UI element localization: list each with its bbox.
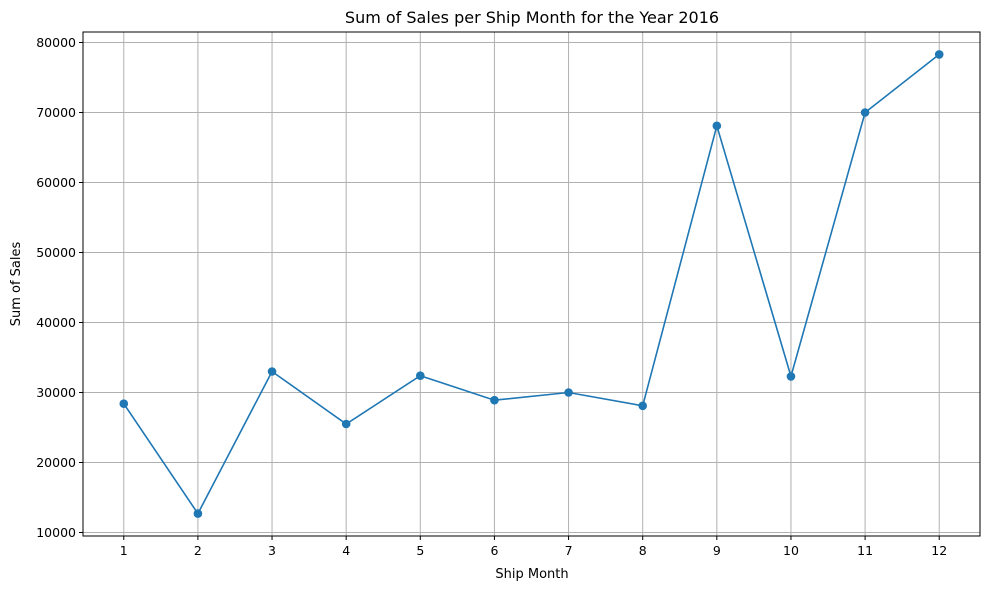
x-tick-label: 10 bbox=[783, 543, 799, 558]
data-point bbox=[564, 388, 573, 397]
x-tick-label: 5 bbox=[416, 543, 424, 558]
y-tick-label: 60000 bbox=[36, 175, 76, 190]
y-tick-label: 10000 bbox=[36, 525, 76, 540]
data-point bbox=[712, 121, 722, 131]
series-layer bbox=[119, 50, 944, 518]
data-point bbox=[193, 509, 203, 518]
data-point bbox=[119, 399, 129, 409]
data-point bbox=[490, 395, 499, 405]
y-axis-label: Sum of Sales bbox=[9, 242, 24, 327]
data-point bbox=[786, 372, 796, 381]
chart-title: Sum of Sales per Ship Month for the Year… bbox=[345, 8, 719, 27]
y-tick-label: 70000 bbox=[36, 105, 76, 120]
data-point bbox=[267, 367, 277, 376]
x-tick-label: 7 bbox=[565, 543, 573, 558]
x-tick-label: 9 bbox=[713, 543, 721, 558]
data-point bbox=[934, 50, 944, 59]
y-tick-label: 80000 bbox=[36, 35, 76, 50]
y-tick-label: 30000 bbox=[36, 385, 76, 400]
x-axis: 1 2 3 4 5 6 7 8 9 10 11 12 bbox=[120, 536, 947, 558]
x-tick-label: 11 bbox=[857, 543, 873, 558]
y-axis: 10000 20000 30000 40000 50000 60000 70000 80000 bbox=[36, 35, 83, 540]
grid bbox=[83, 32, 980, 536]
data-point bbox=[860, 108, 870, 117]
data-point bbox=[638, 401, 647, 411]
y-tick-label: 20000 bbox=[36, 455, 76, 470]
y-tick-label: 50000 bbox=[36, 245, 76, 260]
data-point bbox=[416, 371, 425, 381]
plot-frame bbox=[82, 31, 981, 537]
x-tick-label: 3 bbox=[268, 543, 276, 558]
x-tick-label: 1 bbox=[120, 543, 128, 558]
y-tick-label: 40000 bbox=[36, 315, 76, 330]
x-tick-label: 6 bbox=[490, 543, 498, 558]
x-axis-label: Ship Month bbox=[495, 567, 568, 582]
data-point bbox=[341, 419, 351, 429]
series-line bbox=[123, 53, 940, 516]
x-tick-label: 8 bbox=[639, 543, 647, 558]
x-tick-label: 4 bbox=[342, 543, 350, 558]
x-tick-label: 2 bbox=[194, 543, 202, 558]
x-tick-label: 12 bbox=[931, 543, 947, 558]
